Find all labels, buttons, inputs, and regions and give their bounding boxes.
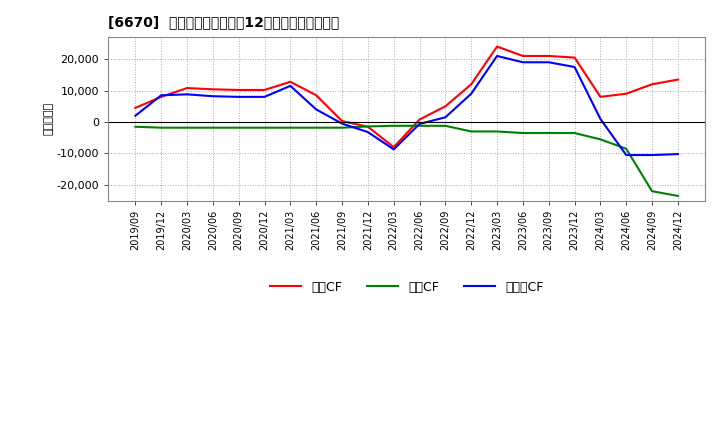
投資CF <box>157 125 166 130</box>
Line: フリーCF: フリーCF <box>135 56 678 155</box>
フリーCF <box>235 94 243 99</box>
投資CF <box>492 129 501 134</box>
営業CF <box>467 82 475 87</box>
投資CF <box>131 124 140 129</box>
フリーCF <box>441 115 450 120</box>
営業CF <box>390 145 398 150</box>
営業CF <box>673 77 682 82</box>
フリーCF <box>518 60 527 65</box>
フリーCF <box>673 151 682 157</box>
営業CF <box>183 85 192 91</box>
投資CF <box>415 123 424 128</box>
投資CF <box>260 125 269 130</box>
フリーCF <box>286 83 294 88</box>
投資CF <box>338 125 346 130</box>
営業CF <box>544 53 553 59</box>
フリーCF <box>622 152 631 158</box>
Line: 投資CF: 投資CF <box>135 126 678 196</box>
営業CF <box>441 104 450 109</box>
投資CF <box>570 130 579 136</box>
投資CF <box>596 137 605 142</box>
営業CF <box>492 44 501 49</box>
投資CF <box>518 130 527 136</box>
フリーCF <box>467 91 475 96</box>
フリーCF <box>415 121 424 127</box>
Line: 営業CF: 営業CF <box>135 47 678 147</box>
営業CF <box>518 53 527 59</box>
フリーCF <box>364 129 372 135</box>
営業CF <box>648 82 657 87</box>
営業CF <box>131 105 140 110</box>
フリーCF <box>570 64 579 70</box>
フリーCF <box>544 60 553 65</box>
フリーCF <box>390 147 398 152</box>
Y-axis label: （百万円）: （百万円） <box>44 103 54 136</box>
営業CF <box>570 55 579 60</box>
投資CF <box>467 129 475 134</box>
営業CF <box>338 118 346 124</box>
Text: [6670]  キャッシュフローの12か月移動合計の推移: [6670] キャッシュフローの12か月移動合計の推移 <box>108 15 340 29</box>
営業CF <box>596 94 605 99</box>
投資CF <box>622 146 631 151</box>
Legend: 営業CF, 投資CF, フリーCF: 営業CF, 投資CF, フリーCF <box>265 275 549 299</box>
投資CF <box>673 193 682 198</box>
投資CF <box>209 125 217 130</box>
営業CF <box>364 124 372 129</box>
フリーCF <box>183 92 192 97</box>
営業CF <box>157 94 166 99</box>
営業CF <box>415 117 424 122</box>
投資CF <box>648 189 657 194</box>
フリーCF <box>338 121 346 126</box>
投資CF <box>544 130 553 136</box>
営業CF <box>260 87 269 92</box>
営業CF <box>312 93 320 98</box>
投資CF <box>390 123 398 128</box>
フリーCF <box>492 53 501 59</box>
営業CF <box>622 91 631 96</box>
フリーCF <box>648 152 657 158</box>
フリーCF <box>209 94 217 99</box>
営業CF <box>209 87 217 92</box>
投資CF <box>183 125 192 130</box>
フリーCF <box>260 94 269 99</box>
フリーCF <box>596 116 605 121</box>
投資CF <box>364 124 372 129</box>
投資CF <box>235 125 243 130</box>
フリーCF <box>157 93 166 98</box>
フリーCF <box>312 107 320 112</box>
投資CF <box>286 125 294 130</box>
営業CF <box>286 79 294 84</box>
投資CF <box>441 123 450 128</box>
フリーCF <box>131 113 140 118</box>
営業CF <box>235 87 243 92</box>
投資CF <box>312 125 320 130</box>
